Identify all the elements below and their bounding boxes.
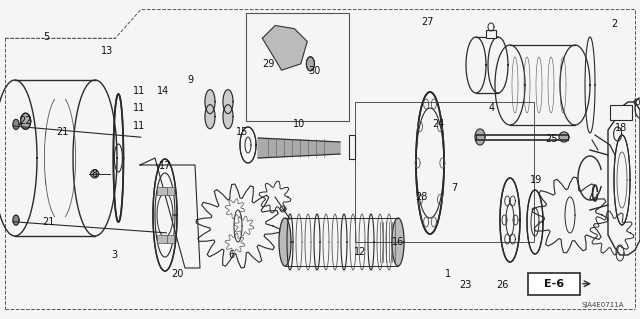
Bar (355, 102, 534, 242)
Text: 25: 25 (545, 134, 558, 144)
Text: 23: 23 (460, 279, 472, 290)
Polygon shape (279, 218, 291, 266)
Text: 30: 30 (308, 66, 321, 76)
Text: 28: 28 (415, 192, 428, 202)
Bar (610, 105, 632, 120)
Polygon shape (20, 113, 31, 129)
Polygon shape (614, 135, 630, 225)
Bar (163, 187, 173, 195)
Text: 11: 11 (133, 86, 146, 96)
Text: 26: 26 (496, 279, 509, 290)
Text: 22: 22 (19, 116, 32, 126)
Text: 21: 21 (56, 127, 69, 137)
Bar (157, 187, 166, 195)
Text: 9: 9 (188, 75, 194, 85)
Bar (355, 102, 534, 242)
Polygon shape (527, 190, 543, 254)
Polygon shape (416, 92, 444, 234)
Polygon shape (13, 215, 19, 225)
Bar (157, 235, 166, 243)
Text: 15: 15 (236, 127, 248, 137)
Polygon shape (223, 105, 233, 129)
Polygon shape (532, 177, 608, 253)
Polygon shape (500, 178, 520, 262)
Polygon shape (153, 159, 177, 271)
Text: 18: 18 (614, 122, 627, 133)
Polygon shape (91, 170, 99, 178)
Polygon shape (307, 57, 314, 71)
Text: 1: 1 (445, 269, 451, 279)
Text: 2: 2 (611, 19, 618, 29)
Polygon shape (590, 211, 634, 255)
Text: 29: 29 (262, 59, 275, 70)
Text: 24: 24 (432, 119, 445, 129)
Polygon shape (262, 26, 307, 70)
Text: 10: 10 (293, 119, 306, 130)
Polygon shape (258, 138, 340, 158)
Polygon shape (113, 94, 124, 222)
Text: 27: 27 (421, 17, 434, 27)
Polygon shape (259, 181, 291, 213)
Text: E-6: E-6 (544, 279, 564, 289)
Text: 11: 11 (133, 121, 146, 131)
Bar (528, 273, 580, 295)
Polygon shape (13, 119, 19, 130)
Text: 19: 19 (530, 175, 543, 185)
Text: 17: 17 (159, 161, 172, 171)
Text: 11: 11 (133, 103, 146, 114)
Polygon shape (205, 90, 215, 114)
Text: 14: 14 (157, 86, 170, 96)
Polygon shape (205, 105, 215, 129)
Text: 5: 5 (43, 32, 49, 42)
Text: 16: 16 (392, 237, 404, 248)
Polygon shape (475, 129, 485, 145)
Bar (349, 135, 355, 159)
Text: 8: 8 (92, 169, 98, 179)
Polygon shape (196, 184, 280, 268)
Bar (486, 30, 496, 38)
Polygon shape (240, 127, 256, 163)
Text: 13: 13 (101, 46, 114, 56)
Polygon shape (392, 218, 404, 266)
Bar (163, 235, 173, 243)
Text: SJA4E0711A: SJA4E0711A (582, 302, 624, 308)
Text: 21: 21 (42, 217, 54, 227)
Text: 6: 6 (228, 250, 235, 260)
Polygon shape (223, 90, 233, 114)
Bar (246, 13, 349, 121)
Text: 4: 4 (488, 103, 495, 114)
Polygon shape (559, 132, 569, 142)
Text: 12: 12 (353, 247, 366, 257)
Text: 3: 3 (111, 249, 117, 260)
Text: 20: 20 (172, 269, 184, 279)
Text: 7: 7 (451, 183, 458, 193)
